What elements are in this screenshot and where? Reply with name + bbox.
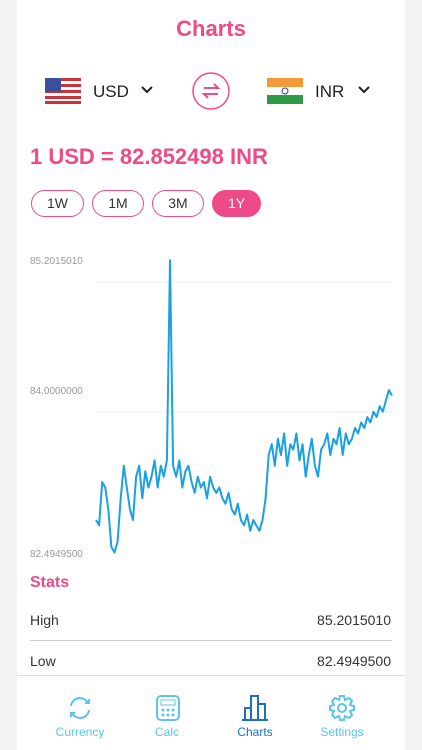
chevron[interactable] xyxy=(140,85,154,95)
tab-icon[interactable] xyxy=(66,694,94,722)
stats-title: Stats xyxy=(30,574,70,591)
stat-value: 85.2015010 xyxy=(317,612,391,628)
tab-label[interactable]: Currency xyxy=(55,725,105,739)
period-button-active[interactable]: 1Y xyxy=(212,190,261,217)
tab-label[interactable]: Charts xyxy=(237,725,273,739)
flag-in xyxy=(267,78,303,104)
tab-icon[interactable] xyxy=(240,692,270,722)
line-series xyxy=(95,259,393,554)
period-button[interactable]: 1W xyxy=(31,190,84,217)
chart: 85.2015010 84.0000000 82.4949500 xyxy=(30,256,393,560)
flag-us xyxy=(45,78,81,104)
y-tick-label: 85.2015010 xyxy=(30,256,83,267)
y-tick-label: 84.0000000 xyxy=(30,386,83,397)
rate: 1 USD = 82.852498 INR xyxy=(30,144,268,169)
to-currency[interactable]: INR xyxy=(315,82,345,101)
tab-icon[interactable] xyxy=(154,694,182,722)
tab-label[interactable]: Settings xyxy=(320,725,364,739)
title: Charts xyxy=(176,16,246,41)
tab-label[interactable]: Calc xyxy=(154,725,179,739)
y-tick-label: 82.4949500 xyxy=(30,549,83,560)
tab-icon[interactable] xyxy=(328,694,356,722)
period-button[interactable]: 1M xyxy=(92,190,144,217)
period-button[interactable]: 3M xyxy=(152,190,204,217)
chevron[interactable] xyxy=(357,85,371,95)
divider xyxy=(30,640,392,641)
screen xyxy=(17,0,405,750)
stat-value: 82.4949500 xyxy=(317,653,391,669)
stat-label: Low xyxy=(30,653,56,669)
stat-label: High xyxy=(30,612,59,628)
from-currency[interactable]: USD xyxy=(93,82,129,101)
swap-button[interactable] xyxy=(191,71,231,111)
